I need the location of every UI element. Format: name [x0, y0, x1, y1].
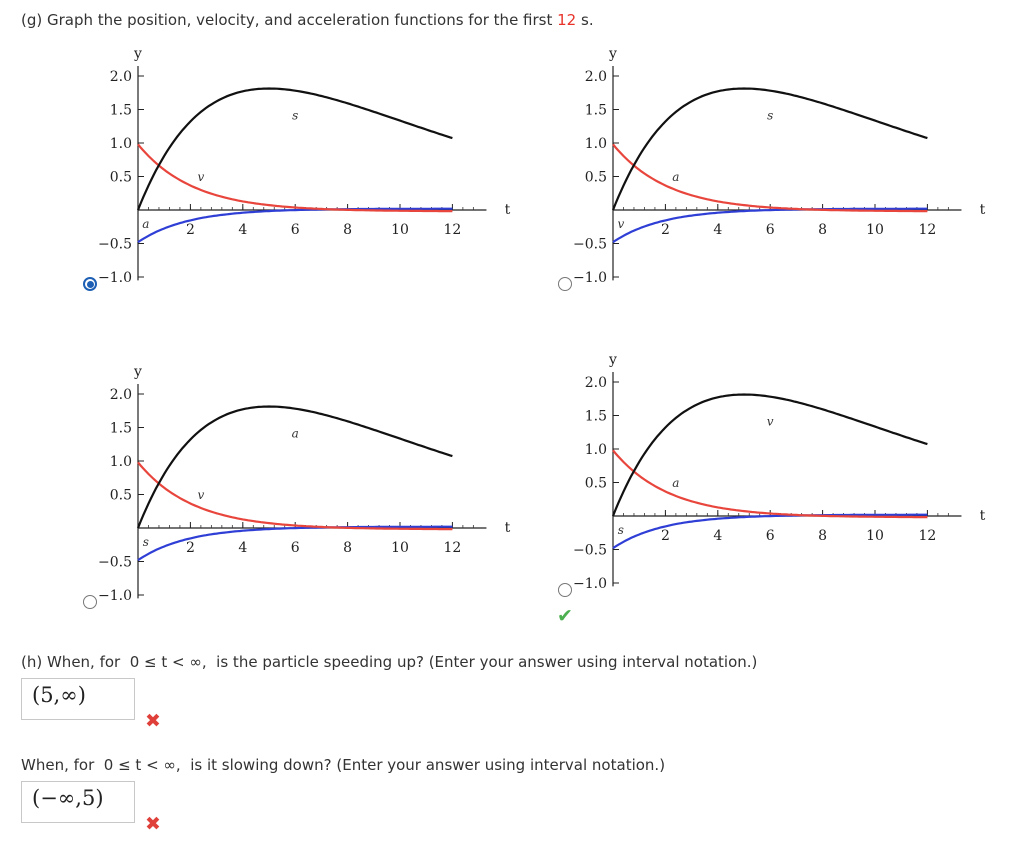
y-tick-label: 0.5: [110, 488, 132, 504]
radio-option-b[interactable]: [558, 277, 572, 291]
red-curve: [137, 143, 453, 213]
blue-curve: [612, 207, 928, 244]
y-tick-label: −0.5: [573, 237, 607, 253]
x-axis-label: t: [980, 508, 986, 524]
x-tick-label: 6: [766, 528, 775, 544]
y-tick-label: 1.0: [110, 454, 132, 470]
blue-curve-label: v: [617, 217, 624, 231]
black-curve: [611, 87, 928, 211]
black-curve: [611, 393, 928, 517]
y-tick-label: −0.5: [98, 237, 132, 253]
radio-option-c[interactable]: [83, 595, 97, 609]
red-curve-label: a: [672, 170, 679, 184]
red-curve-label: a: [672, 476, 679, 490]
x-axis-label: t: [980, 202, 986, 218]
question-slowing-prompt: When, for 0 ≤ t < ∞, is it slowing down?…: [21, 756, 666, 774]
x-tick-label: 2: [186, 540, 195, 556]
blue-curve: [137, 207, 453, 244]
y-axis-label: y: [608, 352, 617, 368]
x-tick-label: 6: [766, 222, 775, 238]
question-g-text: (g) Graph the position, velocity, and ac…: [21, 11, 594, 29]
x-mark-icon: ✖: [145, 710, 161, 732]
x-tick-label: 2: [661, 222, 670, 238]
red-curve: [137, 461, 453, 531]
x-tick-label: 4: [713, 222, 722, 238]
x-tick-label: 6: [291, 540, 300, 556]
red-curve: [612, 143, 928, 213]
black-curve-label: s: [767, 109, 773, 123]
y-tick-label: 1.5: [585, 103, 607, 119]
slowing-down-answer-field[interactable]: (−∞,5): [21, 781, 135, 823]
x-tick-label: 2: [661, 528, 670, 544]
x-tick-label: 8: [818, 222, 827, 238]
x-tick-label: 10: [391, 540, 409, 556]
x-tick-label: 8: [343, 222, 352, 238]
blue-curve: [612, 513, 928, 550]
y-tick-label: 1.5: [585, 409, 607, 425]
black-curve-label: s: [292, 109, 298, 123]
y-axis-label: y: [133, 46, 142, 62]
x-tick-label: 12: [918, 222, 936, 238]
blue-curve-label: s: [618, 523, 624, 537]
black-curve: [136, 405, 453, 529]
y-tick-label: −1.0: [98, 588, 132, 604]
x-tick-label: 4: [713, 528, 722, 544]
red-curve-label: v: [197, 488, 204, 502]
red-curve: [612, 449, 928, 519]
y-tick-label: 1.0: [585, 442, 607, 458]
y-tick-label: −1.0: [98, 270, 132, 286]
blue-curve-label: s: [143, 535, 149, 549]
graph-option-c: 2.0 1.5 1.0 0.5 −0.5 −1.0 2 4 6 8 10 12 y t a v s: [0, 352, 520, 622]
graph-option-a: 2.0 1.5 1.0 0.5 −0.5 −1.0 2 4 6 8 10 12 y t s v a: [0, 34, 520, 304]
black-curve: [136, 87, 453, 211]
x-tick-label: 10: [866, 222, 884, 238]
x-tick-label: 8: [818, 528, 827, 544]
x-axis-label: t: [505, 520, 511, 536]
x-tick-label: 10: [391, 222, 409, 238]
x-tick-label: 4: [238, 540, 247, 556]
graph-option-d: 2.0 1.5 1.0 0.5 −0.5 −1.0 2 4 6 8 10 12 y t v a s: [475, 340, 995, 610]
blue-curve: [137, 525, 453, 562]
y-tick-label: 0.5: [110, 170, 132, 186]
x-tick-label: 6: [291, 222, 300, 238]
x-tick-label: 8: [343, 540, 352, 556]
y-tick-label: −0.5: [98, 555, 132, 571]
black-curve-label: a: [292, 427, 299, 441]
y-tick-label: 0.5: [585, 170, 607, 186]
x-tick-label: 2: [186, 222, 195, 238]
x-tick-label: 12: [443, 540, 461, 556]
speeding-up-answer-field[interactable]: (5,∞): [21, 678, 135, 720]
y-tick-label: 2.0: [585, 375, 607, 391]
x-tick-label: 12: [443, 222, 461, 238]
radio-option-a[interactable]: [83, 277, 97, 291]
y-tick-label: 0.5: [585, 476, 607, 492]
y-axis-label: y: [608, 46, 617, 62]
y-tick-label: 2.0: [110, 387, 132, 403]
check-mark-icon: ✔: [557, 605, 573, 627]
radio-option-d[interactable]: [558, 583, 572, 597]
graph-option-b: 2.0 1.5 1.0 0.5 −0.5 −1.0 2 4 6 8 10 12 y t s a v: [475, 34, 995, 304]
y-tick-label: −1.0: [573, 270, 607, 286]
y-tick-label: 2.0: [110, 69, 132, 85]
x-tick-label: 10: [866, 528, 884, 544]
y-tick-label: 1.0: [110, 136, 132, 152]
red-curve-label: v: [197, 170, 204, 184]
y-axis-label: y: [133, 364, 142, 380]
y-tick-label: 1.5: [110, 103, 132, 119]
x-tick-label: 4: [238, 222, 247, 238]
question-h-prompt: (h) When, for 0 ≤ t < ∞, is the particle…: [21, 653, 758, 671]
x-tick-label: 12: [918, 528, 936, 544]
highlight-value: 12: [557, 11, 577, 29]
y-tick-label: 1.0: [585, 136, 607, 152]
y-tick-label: 1.5: [110, 421, 132, 437]
y-tick-label: −0.5: [573, 543, 607, 559]
y-tick-label: 2.0: [585, 69, 607, 85]
black-curve-label: v: [767, 415, 774, 429]
x-mark-icon: ✖: [145, 813, 161, 835]
x-axis-label: t: [505, 202, 511, 218]
blue-curve-label: a: [142, 217, 149, 231]
y-tick-label: −1.0: [573, 576, 607, 592]
